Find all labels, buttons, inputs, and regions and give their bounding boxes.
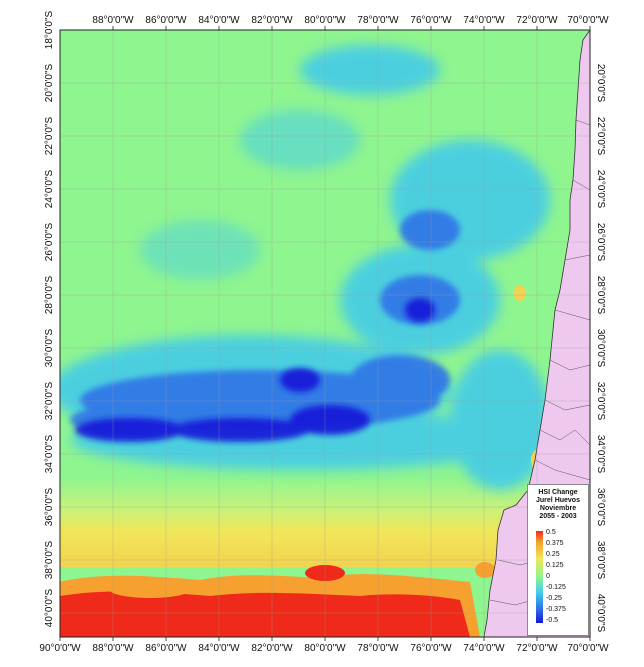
legend-value-label: -0.5 bbox=[546, 617, 559, 624]
right-lat-label: 30°0'0"S bbox=[595, 329, 606, 368]
legend-value-label: 0.125 bbox=[546, 562, 564, 569]
left-lat-label: 30°0'0"S bbox=[44, 328, 55, 367]
right-lat-label: 34°0'0"S bbox=[595, 435, 606, 474]
right-lat-label: 32°0'0"S bbox=[595, 382, 606, 421]
bottom-lon-label: 76°0'0"W bbox=[410, 643, 452, 654]
bottom-longitude-labels: 90°0'0"W 88°0'0"W 86°0'0"W 84°0'0"W 82°0… bbox=[39, 643, 609, 654]
bottom-lon-label: 74°0'0"W bbox=[463, 643, 505, 654]
legend-value-label: -0.25 bbox=[546, 595, 562, 602]
legend-value-label: -0.375 bbox=[546, 606, 566, 613]
left-lat-label: 36°0'0"S bbox=[44, 487, 55, 526]
top-lon-label: 86°0'0"W bbox=[145, 15, 187, 26]
left-lat-label: 26°0'0"S bbox=[44, 222, 55, 261]
left-lat-label: 38°0'0"S bbox=[44, 540, 55, 579]
legend-title-line: 2055 - 2003 bbox=[539, 513, 577, 520]
top-lon-label: 72°0'0"W bbox=[516, 15, 558, 26]
map-legend: HSI Change Jurel Huevos Noviembre 2055 -… bbox=[527, 484, 589, 636]
bottom-lon-label: 70°0'0"W bbox=[567, 643, 609, 654]
legend-value-label: 0.375 bbox=[546, 540, 564, 547]
right-lat-label: 28°0'0"S bbox=[595, 276, 606, 315]
top-lon-label: 78°0'0"W bbox=[357, 15, 399, 26]
left-lat-label: 28°0'0"S bbox=[44, 275, 55, 314]
left-lat-label: 22°0'0"S bbox=[44, 116, 55, 155]
legend-color-ramp bbox=[536, 531, 543, 623]
legend-labels: 0.5 0.375 0.25 0.125 0 -0.125 -0.25 -0.3… bbox=[546, 529, 590, 629]
legend-title: HSI Change Jurel Huevos Noviembre 2055 -… bbox=[528, 485, 588, 521]
top-lon-label: 76°0'0"W bbox=[410, 15, 452, 26]
legend-value-label: 0.25 bbox=[546, 551, 560, 558]
right-lat-label: 26°0'0"S bbox=[595, 223, 606, 262]
top-lon-label: 88°0'0"W bbox=[92, 15, 134, 26]
legend-value-label: 0.5 bbox=[546, 529, 556, 536]
tick-marks bbox=[59, 26, 591, 641]
legend-title-line: Noviembre bbox=[539, 505, 577, 512]
left-latitude-labels: 18°0'0"S 20°0'0"S 22°0'0"S 24°0'0"S 26°0… bbox=[44, 10, 55, 627]
strong-decrease-region bbox=[75, 298, 435, 442]
top-lon-label: 80°0'0"W bbox=[304, 15, 346, 26]
right-lat-label: 40°0'0"S bbox=[595, 594, 606, 633]
increase-region bbox=[60, 565, 480, 637]
left-lat-label: 20°0'0"S bbox=[44, 63, 55, 102]
top-longitude-labels: 88°0'0"W 86°0'0"W 84°0'0"W 82°0'0"W 80°0… bbox=[92, 15, 609, 26]
right-latitude-labels: 20°0'0"S 22°0'0"S 24°0'0"S 26°0'0"S 28°0… bbox=[595, 64, 606, 633]
left-lat-label: 32°0'0"S bbox=[44, 381, 55, 420]
left-lat-label: 18°0'0"S bbox=[44, 10, 55, 49]
legend-value-label: -0.125 bbox=[546, 584, 566, 591]
right-lat-label: 20°0'0"S bbox=[595, 64, 606, 103]
bottom-lon-label: 72°0'0"W bbox=[516, 643, 558, 654]
top-lon-label: 84°0'0"W bbox=[198, 15, 240, 26]
map-area bbox=[60, 30, 590, 637]
bottom-lon-label: 86°0'0"W bbox=[145, 643, 187, 654]
bottom-lon-label: 82°0'0"W bbox=[251, 643, 293, 654]
bottom-lon-label: 84°0'0"W bbox=[198, 643, 240, 654]
top-lon-label: 74°0'0"W bbox=[463, 15, 505, 26]
left-lat-label: 40°0'0"S bbox=[44, 588, 55, 627]
right-lat-label: 36°0'0"S bbox=[595, 488, 606, 527]
top-lon-label: 70°0'0"W bbox=[567, 15, 609, 26]
legend-title-line: Jurel Huevos bbox=[536, 497, 580, 504]
bottom-lon-label: 90°0'0"W bbox=[39, 643, 81, 654]
bottom-lon-label: 88°0'0"W bbox=[92, 643, 134, 654]
left-lat-label: 24°0'0"S bbox=[44, 169, 55, 208]
right-lat-label: 22°0'0"S bbox=[595, 117, 606, 156]
right-lat-label: 38°0'0"S bbox=[595, 541, 606, 580]
top-lon-label: 82°0'0"W bbox=[251, 15, 293, 26]
region-boundaries bbox=[489, 119, 590, 606]
bottom-lon-label: 80°0'0"W bbox=[304, 643, 346, 654]
legend-title-line: HSI Change bbox=[538, 489, 578, 496]
right-lat-label: 24°0'0"S bbox=[595, 170, 606, 209]
graticule bbox=[60, 30, 590, 637]
legend-value-label: 0 bbox=[546, 573, 550, 580]
bottom-lon-label: 78°0'0"W bbox=[357, 643, 399, 654]
left-lat-label: 34°0'0"S bbox=[44, 434, 55, 473]
